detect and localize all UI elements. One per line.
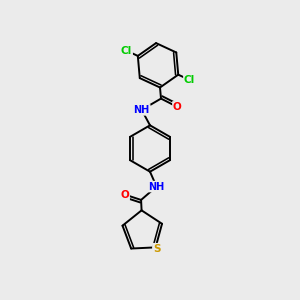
Text: S: S (153, 244, 160, 254)
Text: O: O (120, 190, 129, 200)
Text: O: O (173, 102, 182, 112)
Text: NH: NH (148, 182, 165, 192)
Text: Cl: Cl (121, 46, 132, 56)
Text: NH: NH (134, 105, 150, 115)
Text: Cl: Cl (184, 75, 195, 85)
